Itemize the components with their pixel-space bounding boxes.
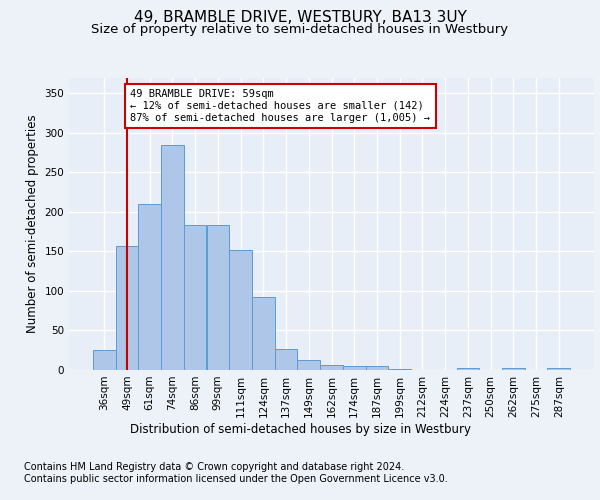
Bar: [388, 369, 411, 370]
Text: 49 BRAMBLE DRIVE: 59sqm
← 12% of semi-detached houses are smaller (142)
87% of s: 49 BRAMBLE DRIVE: 59sqm ← 12% of semi-de…: [130, 90, 430, 122]
Text: Distribution of semi-detached houses by size in Westbury: Distribution of semi-detached houses by …: [130, 422, 470, 436]
Text: 49, BRAMBLE DRIVE, WESTBURY, BA13 3UY: 49, BRAMBLE DRIVE, WESTBURY, BA13 3UY: [134, 10, 466, 25]
Bar: [161, 144, 184, 370]
Bar: [457, 368, 479, 370]
Bar: [320, 366, 343, 370]
Y-axis label: Number of semi-detached properties: Number of semi-detached properties: [26, 114, 39, 333]
Text: Contains public sector information licensed under the Open Government Licence v3: Contains public sector information licen…: [24, 474, 448, 484]
Bar: [298, 360, 320, 370]
Bar: [116, 246, 139, 370]
Text: Contains HM Land Registry data © Crown copyright and database right 2024.: Contains HM Land Registry data © Crown c…: [24, 462, 404, 472]
Bar: [343, 366, 365, 370]
Text: Size of property relative to semi-detached houses in Westbury: Size of property relative to semi-detach…: [91, 22, 509, 36]
Bar: [229, 250, 252, 370]
Bar: [275, 348, 298, 370]
Bar: [184, 226, 206, 370]
Bar: [252, 298, 275, 370]
Bar: [93, 350, 116, 370]
Bar: [502, 368, 524, 370]
Bar: [206, 226, 229, 370]
Bar: [547, 368, 570, 370]
Bar: [365, 366, 388, 370]
Bar: [139, 204, 161, 370]
